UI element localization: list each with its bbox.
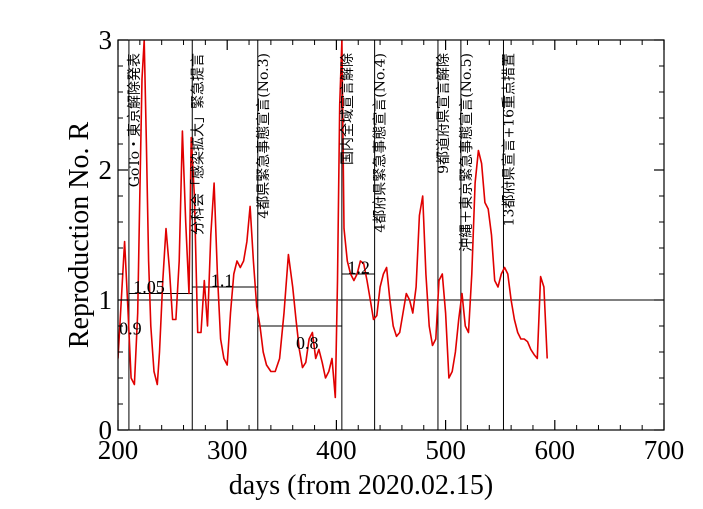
y-tick-label: 1	[99, 285, 113, 315]
text-labels: GoTo・東京解除発表 分科会「感染拡大」緊急提言 4都県緊急事態宣言(No.3) 国…	[119, 53, 517, 353]
event-label: 9都道府県宣言解除	[436, 53, 452, 174]
x-tick-label: 200	[98, 435, 139, 465]
y-tick-label: 2	[99, 155, 113, 185]
period-label: 0.8	[296, 333, 319, 353]
y-tick-label: 3	[99, 25, 113, 55]
event-label: 4都府県緊急事態宣言(No.4)	[373, 53, 389, 233]
event-label: GoTo・東京解除発表	[127, 53, 143, 187]
event-label: 13都府県宣言+16重点措置	[501, 53, 517, 226]
x-tick-label: 700	[644, 435, 685, 465]
x-axis-title: days (from 2020.02.15)	[229, 470, 493, 501]
period-label: 0.9	[119, 319, 142, 339]
x-tick-label: 600	[535, 435, 576, 465]
event-label: 分科会「感染拡大」緊急提言	[189, 53, 206, 235]
period-label: 1.1	[211, 271, 234, 291]
x-tick-label: 500	[425, 435, 466, 465]
event-label: 国内全域宣言解除	[339, 53, 356, 165]
y-tick-label: 0	[99, 415, 113, 445]
axis-ticks: 200 300 400 500 600 700 0 1 2 3	[98, 25, 685, 465]
plot-frame	[117, 39, 665, 431]
y-axis-title: Reproduction No. R	[64, 122, 95, 349]
x-tick-label: 400	[316, 435, 357, 465]
x-tick-label: 300	[207, 435, 248, 465]
period-label: 1.2	[347, 258, 370, 278]
series-line	[118, 40, 548, 399]
event-label: 沖縄＋東京緊急事態宣言(No.5)	[459, 53, 475, 252]
event-label: 4都県緊急事態宣言(No.3)	[256, 53, 272, 219]
series-group	[118, 40, 548, 399]
period-label: 1.05	[133, 277, 165, 297]
